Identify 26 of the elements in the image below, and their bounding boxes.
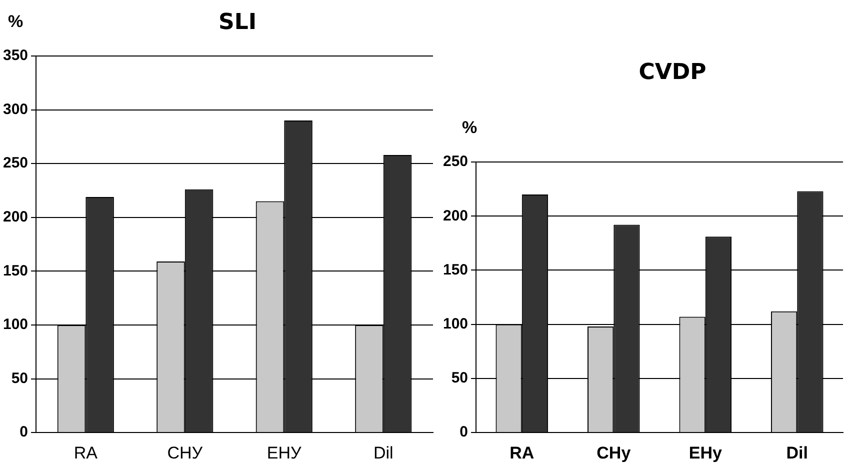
x-tick-label: EHУ: [266, 443, 302, 462]
x-tick-label: Dil: [373, 443, 394, 462]
y-tick-label: 100: [2, 316, 28, 334]
x-tick-label: RA: [74, 443, 98, 462]
y-tick-label: 0: [460, 424, 468, 441]
x-tick-label: Dil: [786, 443, 808, 462]
y-axis-title: %: [8, 12, 24, 32]
x-tick-label: CHУ: [167, 443, 203, 462]
y-tick-label: 150: [442, 261, 468, 278]
y-tick-label: 150: [2, 262, 28, 280]
y-axis-title: %: [462, 118, 478, 138]
x-tick-label: RA: [510, 443, 534, 462]
y-tick-label: 200: [2, 208, 28, 226]
y-tick-label: 350: [2, 47, 28, 64]
chart-title: SLI: [218, 10, 257, 35]
y-tick-label: 50: [451, 370, 468, 387]
y-tick-label: 0: [20, 424, 28, 441]
y-tick-label: 100: [442, 316, 468, 332]
y-tick-label: 300: [2, 100, 28, 118]
x-tick-label: EHy: [688, 443, 722, 462]
y-tick-label: 200: [442, 207, 468, 224]
x-tick-label: CHy: [596, 443, 632, 462]
chart-title: CVDP: [638, 60, 708, 85]
y-tick-label: 250: [2, 154, 28, 172]
y-tick-label: 50: [11, 370, 28, 387]
y-tick-label: 250: [442, 153, 468, 170]
